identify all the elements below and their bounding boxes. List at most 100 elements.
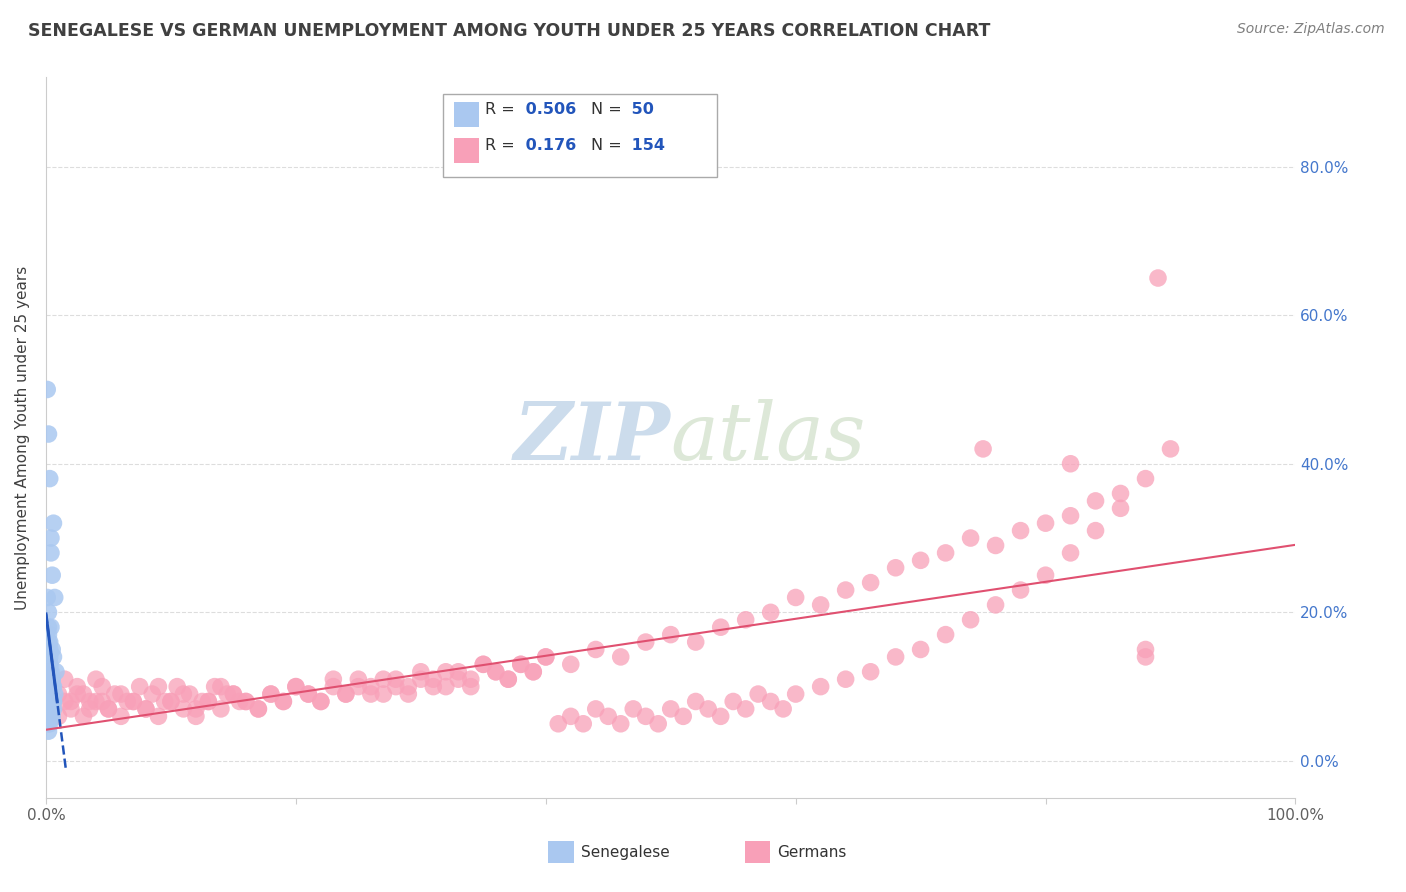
Point: [122, 694, 145, 708]
Point: [759, 605, 782, 619]
Point: [273, 694, 295, 708]
Point: [197, 694, 219, 708]
Point: [984, 598, 1007, 612]
Point: [217, 687, 239, 701]
Point: [37, 427, 59, 442]
Point: [39, 546, 62, 560]
Point: [41, 568, 63, 582]
Point: [122, 694, 145, 708]
Point: [247, 702, 270, 716]
Point: [785, 591, 807, 605]
Point: [959, 531, 981, 545]
Point: [396, 680, 419, 694]
Point: [260, 687, 283, 701]
Point: [197, 694, 219, 708]
Point: [284, 680, 307, 694]
Point: [1059, 457, 1081, 471]
Point: [1135, 649, 1157, 664]
Point: [509, 657, 531, 672]
Point: [297, 687, 319, 701]
Point: [235, 694, 257, 708]
Text: 154: 154: [626, 138, 665, 153]
Point: [572, 716, 595, 731]
Point: [434, 665, 457, 679]
Point: [135, 702, 157, 716]
Point: [409, 665, 432, 679]
Point: [910, 553, 932, 567]
Point: [984, 539, 1007, 553]
Point: [884, 561, 907, 575]
Point: [335, 687, 357, 701]
Point: [38, 657, 60, 672]
Point: [39, 531, 62, 545]
Point: [148, 709, 170, 723]
Point: [184, 709, 207, 723]
Point: [42, 680, 65, 694]
Point: [759, 694, 782, 708]
Point: [228, 694, 250, 708]
Point: [1010, 524, 1032, 538]
Point: [460, 680, 482, 694]
Point: [710, 620, 733, 634]
Point: [685, 635, 707, 649]
Point: [59, 694, 82, 708]
Point: [373, 672, 395, 686]
Point: [191, 694, 214, 708]
Point: [409, 672, 432, 686]
Point: [672, 709, 695, 723]
Point: [485, 665, 508, 679]
Point: [609, 716, 631, 731]
Point: [347, 680, 370, 694]
Point: [72, 687, 94, 701]
Point: [685, 694, 707, 708]
Point: [834, 672, 856, 686]
Point: [37, 605, 59, 619]
Point: [935, 546, 957, 560]
Point: [1135, 642, 1157, 657]
Point: [447, 672, 470, 686]
Text: ZIP: ZIP: [513, 399, 671, 476]
Point: [335, 687, 357, 701]
Point: [41, 672, 63, 686]
Point: [48, 709, 70, 723]
Point: [935, 627, 957, 641]
Point: [41, 709, 63, 723]
Point: [84, 672, 107, 686]
Point: [37, 620, 59, 634]
Point: [204, 680, 226, 694]
Point: [37, 680, 59, 694]
Point: [585, 642, 607, 657]
Point: [84, 694, 107, 708]
Point: [42, 516, 65, 531]
Point: [38, 709, 60, 723]
Point: [39, 687, 62, 701]
Point: [53, 672, 76, 686]
Point: [235, 694, 257, 708]
Point: [710, 709, 733, 723]
Point: [38, 642, 60, 657]
Point: [39, 680, 62, 694]
Point: [434, 680, 457, 694]
Point: [422, 672, 444, 686]
Text: Germans: Germans: [778, 845, 846, 860]
Point: [498, 672, 520, 686]
Text: R =: R =: [485, 138, 520, 153]
Point: [42, 694, 65, 708]
Point: [1109, 486, 1132, 500]
Point: [284, 680, 307, 694]
Point: [498, 672, 520, 686]
Text: Source: ZipAtlas.com: Source: ZipAtlas.com: [1237, 22, 1385, 37]
Point: [785, 687, 807, 701]
Point: [37, 665, 59, 679]
Point: [37, 724, 59, 739]
Point: [322, 680, 344, 694]
Point: [697, 702, 720, 716]
Point: [91, 680, 114, 694]
Point: [621, 702, 644, 716]
Point: [42, 702, 65, 716]
Point: [172, 702, 194, 716]
Point: [472, 657, 495, 672]
Point: [38, 657, 60, 672]
Point: [859, 575, 882, 590]
Point: [659, 702, 682, 716]
